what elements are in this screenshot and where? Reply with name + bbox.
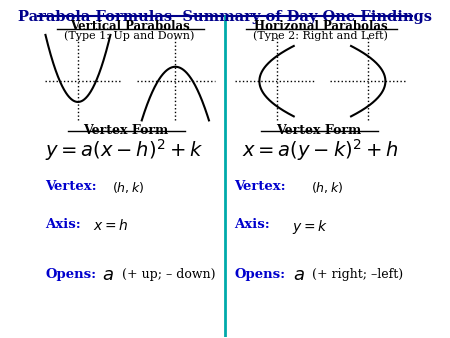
Text: (Type 2: Right and Left): (Type 2: Right and Left): [253, 31, 388, 42]
Text: Vertical Parabolas: Vertical Parabolas: [70, 20, 189, 33]
Text: $a$: $a$: [293, 266, 305, 284]
Text: Axis:: Axis:: [234, 218, 284, 231]
Text: Axis:: Axis:: [45, 218, 86, 231]
Text: Horizonal Parabolas: Horizonal Parabolas: [254, 20, 387, 33]
Text: $y = k$: $y = k$: [292, 218, 328, 236]
Text: Vertex Form: Vertex Form: [83, 124, 168, 137]
Text: $(h, k)$: $(h, k)$: [311, 180, 343, 195]
Text: (+ up; – down): (+ up; – down): [122, 268, 216, 281]
Text: Vertex Form: Vertex Form: [276, 124, 361, 137]
Text: $a$: $a$: [102, 266, 114, 284]
Text: $y = a(x-h)^2 + k$: $y = a(x-h)^2 + k$: [45, 137, 203, 163]
Text: (Type 1: Up and Down): (Type 1: Up and Down): [64, 31, 195, 42]
Text: Vertex:: Vertex:: [234, 180, 295, 193]
Text: $x = h$: $x = h$: [93, 218, 129, 233]
Text: $(h, k)$: $(h, k)$: [112, 180, 144, 195]
Text: Opens:: Opens:: [45, 268, 97, 281]
Text: Vertex:: Vertex:: [45, 180, 106, 193]
Text: Parabola Formulas  Summary of Day One Findings: Parabola Formulas Summary of Day One Fin…: [18, 10, 432, 24]
Text: (+ right; –left): (+ right; –left): [312, 268, 403, 281]
Text: $x = a(y-k)^2 + h$: $x = a(y-k)^2 + h$: [242, 137, 398, 163]
Text: Opens:: Opens:: [234, 268, 286, 281]
